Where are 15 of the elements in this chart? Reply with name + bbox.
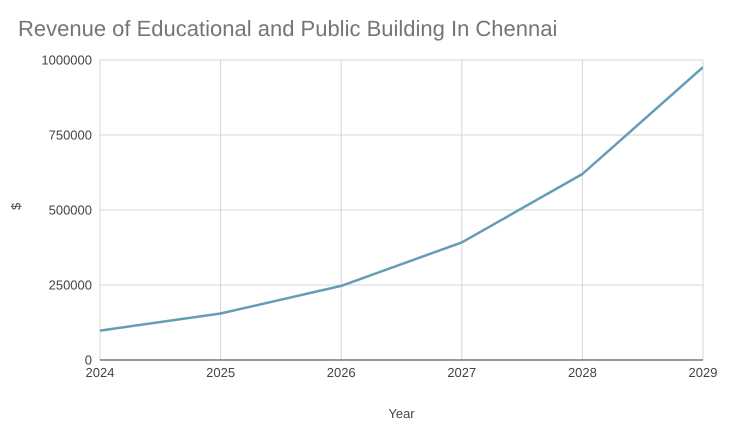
x-tick-label: 2025	[206, 365, 236, 380]
chart-title: Revenue of Educational and Public Building In Chennai	[18, 16, 558, 42]
x-tick-label: 2027	[447, 365, 476, 380]
x-axis-title: Year	[388, 406, 416, 421]
y-tick-label: 0	[84, 352, 92, 368]
x-tick-label: 2029	[688, 365, 718, 380]
y-tick-label: 750000	[48, 128, 92, 143]
y-tick-label: 1000000	[41, 52, 92, 68]
y-axis-title: $	[8, 202, 24, 210]
x-tick-label: 2024	[86, 365, 114, 380]
y-tick-label: 250000	[48, 278, 92, 293]
x-tick-label: 2026	[326, 365, 356, 380]
x-tick-label: 2028	[568, 365, 597, 380]
line-series	[100, 66, 703, 332]
y-tick-label: 500000	[48, 202, 92, 218]
